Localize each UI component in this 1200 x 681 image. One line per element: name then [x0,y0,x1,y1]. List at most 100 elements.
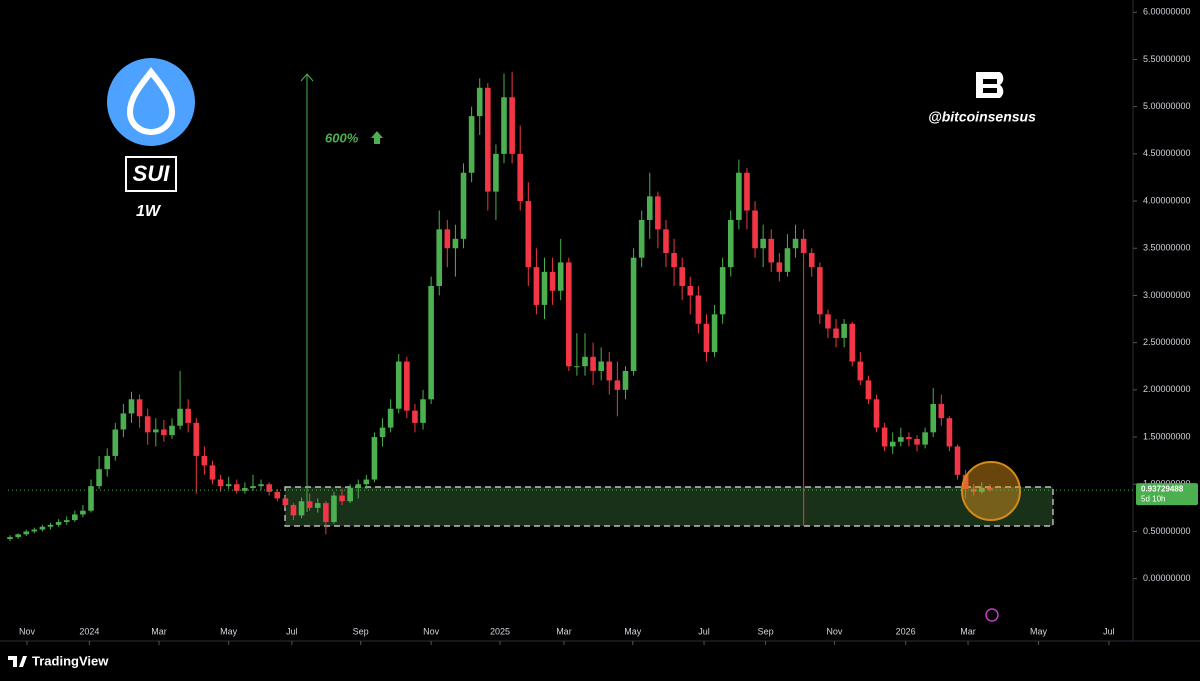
sui-logo [107,58,195,146]
candle-body [395,361,402,409]
y-tick-label: 4.00000000 [1143,195,1191,205]
gain-label: 600% [325,130,359,145]
candle-body [881,427,888,447]
timeframe: 1W [136,203,162,220]
candle-body [323,503,329,523]
candle-body [225,484,232,487]
y-tick-label: 5.00000000 [1143,101,1191,111]
candle-body [574,366,580,368]
y-tick-label: 1.50000000 [1143,431,1191,441]
candle-body [47,524,54,527]
x-tick-label: Mar [960,626,976,636]
sui-wave [136,110,166,123]
candle-body [185,408,191,423]
candle-body [614,380,621,390]
candle-body [80,510,86,515]
up-icon [371,131,383,144]
candles [7,71,993,541]
x-tick-label: Mar [556,626,572,636]
candle-body [962,474,969,489]
x-tick-label: 2024 [79,626,99,636]
candle-body [88,486,94,511]
x-tick-label: Jul [698,626,710,636]
candle-body [954,446,961,475]
candle-body [906,437,912,439]
candle-body [987,488,993,490]
candle-body [622,370,629,390]
candle-body [104,455,111,470]
candle-body [549,271,556,291]
candle-body [719,267,726,315]
y-tick-label: 2.50000000 [1143,337,1191,347]
x-tick-label: 2025 [490,626,510,636]
candle-body [355,484,362,489]
candle-body [752,210,758,249]
candle-body [865,380,872,400]
ticker-box [125,156,177,192]
candle-body [209,465,216,480]
candle-body [201,455,208,466]
candle-body [217,479,224,487]
candle-body [946,418,953,447]
candle-body [136,399,143,417]
candle-body [590,356,596,371]
candle-body [808,252,815,268]
candle-body [938,404,945,419]
candle-body [493,153,499,192]
y-tick-label: 3.50000000 [1143,243,1191,253]
candle-body [233,484,240,491]
candle-body [476,87,483,117]
x-tick-label: Nov [423,626,440,636]
last-price-box [1136,483,1198,506]
candle-body [606,361,613,381]
candle-body [120,413,127,430]
candle-body [873,399,880,428]
candle-body [306,501,313,508]
candle-body [703,323,710,353]
alert-icon [985,608,999,622]
candle-body [857,361,864,381]
x-tick-label: 2026 [896,626,916,636]
candle-body [298,501,305,516]
candle-body [452,238,459,249]
support-zone [284,486,1054,527]
candle-body [177,408,183,426]
candle-body [541,271,548,305]
candle-body [63,520,70,523]
candle-body [711,314,718,353]
candle-body [363,479,370,485]
candle-body [15,534,21,538]
candle-body [979,488,985,492]
candle-body [468,116,475,173]
candle-body [922,432,928,445]
candle-body [404,361,410,411]
candle-body [485,87,491,192]
candle-body [128,399,135,414]
y-tick-label: 4.50000000 [1143,148,1191,158]
candle-body [72,514,78,521]
candle-body [282,498,289,506]
candle-body [436,229,443,287]
x-tick-label: Mar [151,626,167,636]
candle-body [96,469,102,487]
candle-body [55,522,62,525]
candle-body [420,399,426,423]
candle-body [565,262,572,367]
candle-body [347,488,353,502]
candle-body [387,408,394,428]
candle-body [290,505,297,516]
candle-body [776,262,783,272]
candle-body [31,529,38,532]
candle-body [533,267,540,305]
candle-body [112,429,119,456]
y-tick-label: 0.50000000 [1143,526,1191,536]
candle-body [727,219,734,268]
candle-body [825,314,831,329]
candle-body [379,427,386,438]
candle-body [266,484,272,492]
brand: TradingView [32,653,109,668]
candle-body [784,248,791,272]
candle-body [258,484,264,487]
